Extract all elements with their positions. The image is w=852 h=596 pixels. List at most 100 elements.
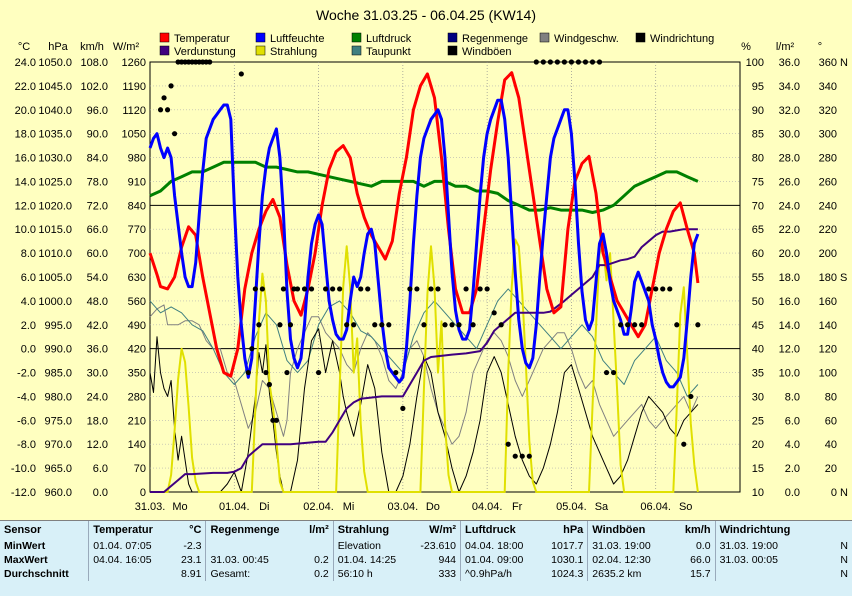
wind-direction-dot (498, 322, 504, 328)
humidity-tick: 30 (752, 391, 764, 403)
direction-value: N (840, 554, 848, 566)
wind-direction-dot (568, 59, 575, 65)
pressure-unit: hPa (563, 524, 584, 536)
rain-tick: 8.0 (785, 391, 800, 403)
radiation-tick: 70 (134, 463, 146, 475)
legend-swatch (635, 32, 646, 43)
direction-time: 31.03. 00:05 (714, 553, 804, 567)
wind-direction-dot (372, 322, 378, 328)
pressure-tick: 1000.0 (38, 296, 72, 308)
wind-direction-tick: 340 (819, 81, 837, 93)
x-tick-day: Do (426, 501, 440, 513)
rain-tick: 0.0 (785, 487, 800, 499)
radiation-tick: 1120 (122, 105, 146, 117)
wind-direction-dot (639, 322, 645, 328)
wind-direction-dot (688, 393, 694, 400)
humidity-tick: 50 (752, 296, 764, 308)
x-tick-day: Sa (595, 501, 609, 513)
wind-speed-tick: 12.0 (87, 439, 108, 451)
wind-direction-dot (463, 286, 469, 292)
direction-time (714, 567, 804, 581)
pressure-tick: 965.0 (44, 463, 72, 475)
pressure-tick: 1030.0 (38, 153, 72, 165)
wind-direction-dot (484, 286, 490, 292)
radiation-tick: 770 (128, 224, 146, 236)
wind-direction-dot (301, 286, 308, 292)
wind-direction-tick: 160 (819, 296, 837, 308)
x-tick-date: 05.04. (556, 501, 587, 513)
statistics-table: Sensor Temperatur °C Regenmenge l/m² Str… (0, 521, 852, 581)
wind-direction-dot (266, 381, 273, 388)
legend-swatch (159, 32, 170, 43)
humidity-tick: 95 (752, 81, 764, 93)
legend-swatch (159, 45, 170, 56)
axis-unit-labels: °C hPa km/h W/m²% l/m² ° (18, 41, 822, 53)
series-line-rain (150, 228, 698, 493)
wind-direction-dot (603, 369, 610, 376)
wind-direction-dot (245, 369, 251, 376)
wind-speed-tick: 36.0 (87, 344, 108, 356)
humidity-tick: 40 (752, 344, 764, 356)
wind-direction-dot (428, 286, 434, 292)
radiation-tick: 140 (128, 439, 146, 451)
rain-unit: l/m² (309, 524, 329, 536)
legend-label: Windgeschw. (554, 33, 619, 45)
wind-direction-tick: 100 (819, 368, 837, 380)
humidity-tick: 25 (752, 415, 764, 427)
wind-direction-dot (646, 286, 652, 292)
wind-direction-value-header (804, 521, 852, 539)
wind-direction-dot (308, 286, 315, 292)
wind-direction-dot (505, 441, 511, 447)
wind-direction-dot (477, 286, 483, 292)
temperature-tick: 6.0 (21, 272, 36, 284)
x-tick-date: 31.03. (135, 501, 166, 513)
wind-speed-tick: 30.0 (87, 368, 108, 380)
temperature-tick: 18.0 (15, 129, 36, 141)
statistics-row-min: MinWert 01.04. 07:05 -2.3 Elevation -23.… (0, 539, 852, 553)
wind-speed-tick: 78.0 (87, 176, 108, 188)
humidity-tick: 20 (752, 439, 764, 451)
x-tick-date: 01.04. (219, 501, 250, 513)
wind-direction-header: Windrichtung (714, 521, 804, 539)
legend-label: Windböen (462, 46, 512, 58)
radiation-value: -23.610 (420, 540, 457, 552)
wind-direction-dot (277, 322, 283, 328)
x-tick-date: 06.04. (640, 501, 671, 513)
wind-direction-dot (386, 322, 392, 328)
wind-direction-dot (207, 59, 213, 65)
wind-direction-dot (365, 286, 371, 292)
wind-speed-tick: 24.0 (87, 391, 108, 403)
temperature-tick: 16.0 (15, 153, 36, 165)
wind-direction-dot (533, 59, 539, 65)
radiation-tick: 980 (128, 153, 146, 165)
wind-direction-dots (157, 59, 701, 459)
wind-direction-cardinal: N (840, 57, 848, 69)
wind-direction-tick: 140 (819, 320, 837, 332)
rain-tick: 12.0 (779, 344, 800, 356)
rain-time: Gesamt: (205, 567, 295, 581)
legend-swatch (539, 32, 550, 43)
temperature-tick: 22.0 (15, 81, 36, 93)
rain-tick: 34.0 (779, 81, 800, 93)
wind-direction-tick: 180 (819, 272, 837, 284)
wind-direction-dot (287, 322, 294, 328)
temperature-tick: -4.0 (17, 391, 36, 403)
wind-speed-tick: 72.0 (87, 200, 108, 212)
legend-swatch (447, 32, 458, 43)
legend-label: Verdunstung (174, 46, 236, 58)
wind-direction-dot (256, 322, 262, 328)
wind-direction-dot (561, 59, 568, 65)
wind-direction-cardinal: S (840, 272, 847, 284)
humidity-tick: 75 (752, 176, 764, 188)
wind-direction-tick: 220 (819, 224, 837, 236)
wind-speed-tick: 108.0 (80, 57, 108, 69)
wind-direction-dot (259, 286, 265, 292)
x-tick-day: So (679, 501, 692, 513)
wind-direction-dot (315, 369, 322, 376)
wind-direction-dot (273, 417, 280, 423)
wind-direction-dot (171, 131, 178, 137)
pressure-value: 1024.3 (551, 568, 584, 580)
wind-direction-dot (653, 286, 659, 292)
chart-title: Woche 31.03.25 - 06.04.25 (KW14) (316, 7, 536, 23)
rain-time (205, 539, 295, 553)
